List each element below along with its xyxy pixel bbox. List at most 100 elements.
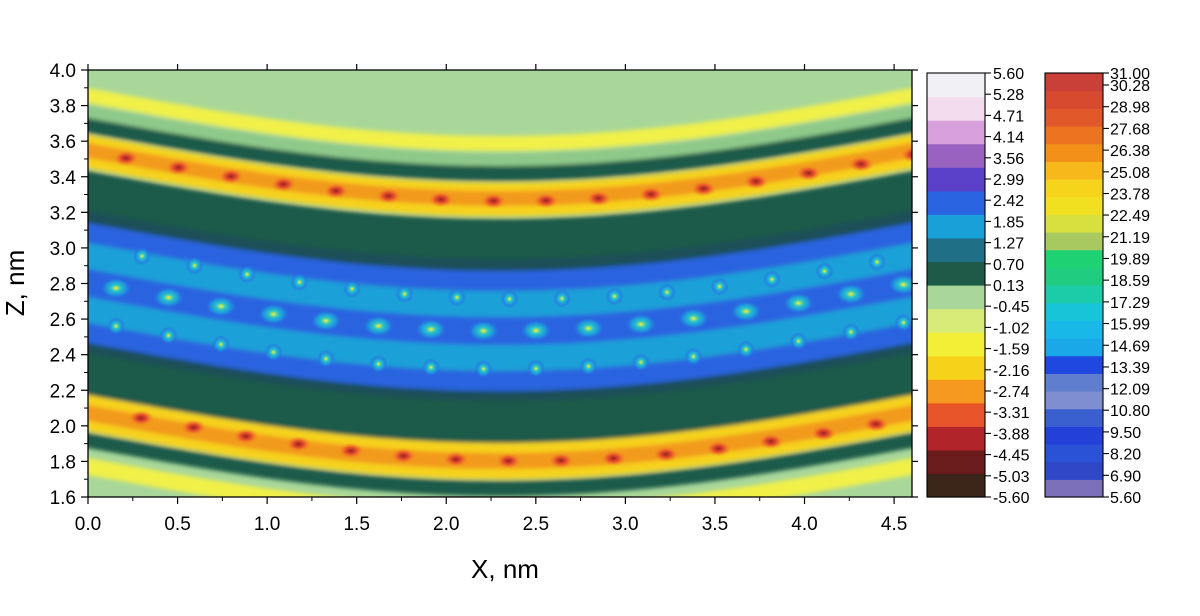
- colorbar-left-label: -3.88: [993, 426, 1030, 443]
- spot-lower: [159, 326, 178, 345]
- spot-lower: [422, 358, 440, 377]
- colorbar-left-label: -0.45: [993, 299, 1030, 316]
- colorbar-right-swatch: [1045, 214, 1103, 233]
- colorbar-left-swatch: [927, 96, 985, 121]
- spot-center: [362, 314, 395, 337]
- colorbar-right-swatch: [1045, 373, 1103, 392]
- hot-spot-bottom: [128, 410, 154, 427]
- spot-lower: [212, 335, 230, 354]
- colorbar-left-label: -5.03: [993, 469, 1030, 486]
- hot-spot-top: [848, 156, 874, 173]
- colorbar-left-swatch: [927, 143, 985, 168]
- hot-spot-top: [638, 186, 664, 203]
- colorbar-right-label: 30.28: [1110, 78, 1150, 95]
- x-tick-label: 4.5: [881, 514, 907, 535]
- hot-spot-bottom: [705, 440, 732, 457]
- hot-spot-top: [428, 191, 454, 208]
- colorbar-right-label: 6.90: [1110, 468, 1141, 485]
- colorbar-left-label: 4.14: [993, 130, 1024, 147]
- colorbar-right-label: 25.08: [1110, 165, 1150, 182]
- hot-spot-top: [165, 159, 192, 176]
- x-tick-label: 0.0: [75, 514, 101, 535]
- spot-center: [572, 317, 605, 340]
- spot-lower: [789, 332, 808, 351]
- spot-lower: [264, 343, 283, 362]
- colorbar-right-label: 19.89: [1110, 251, 1150, 268]
- spot-upper: [658, 283, 676, 302]
- colorbar-right-swatch: [1045, 461, 1103, 480]
- colorbar-right-swatch: [1045, 143, 1103, 162]
- colorbar-right-swatch: [1045, 338, 1103, 357]
- spot-center: [887, 273, 912, 296]
- y-tick-label: 1.8: [50, 452, 76, 473]
- hot-spot-top: [585, 190, 612, 207]
- colorbar-left-label: 3.56: [993, 151, 1024, 168]
- x-tick-label: 3.0: [612, 514, 638, 535]
- colorbar-left-swatch: [927, 308, 985, 333]
- colorbar-left-label: -5.60: [993, 490, 1030, 507]
- spot-lower: [369, 354, 388, 373]
- colorbar-right-label: 21.19: [1110, 230, 1150, 247]
- colorbar-left-swatch: [927, 379, 985, 404]
- colorbar-left-swatch: [927, 73, 985, 98]
- colorbar-right-label: 26.38: [1110, 143, 1150, 160]
- colorbar-right-label: 13.39: [1110, 360, 1150, 377]
- y-tick-label: 3.2: [50, 203, 76, 224]
- colorbar-right-label: 10.80: [1110, 403, 1150, 420]
- colorbar-left-label: 2.42: [993, 193, 1024, 210]
- band-yellow-bottom: [88, 394, 912, 479]
- colorbar-right-swatch: [1045, 302, 1103, 321]
- y-tick-label: 1.6: [50, 488, 76, 509]
- colorbar-right-swatch: [1045, 232, 1103, 251]
- hot-spot-top: [795, 165, 822, 182]
- colorbar-left-label: -2.16: [993, 363, 1030, 380]
- spot-center: [152, 286, 185, 309]
- spot-upper: [185, 256, 204, 275]
- hot-spot-bottom: [233, 428, 259, 445]
- spot-center: [257, 303, 290, 326]
- colorbar-left-label: 4.71: [993, 108, 1024, 125]
- spot-center: [100, 277, 132, 300]
- colorbar-right-label: 17.29: [1110, 295, 1150, 312]
- band-yellow-top-outer: [88, 87, 912, 151]
- x-tick-label: 4.0: [791, 514, 817, 535]
- hot-spot-top: [323, 182, 349, 199]
- colorbar-left: 5.60 5.28 4.71 4.14 3.56 2.99 2.42 1.85 1.27 0.70…: [926, 66, 1030, 507]
- spot-upper: [710, 277, 729, 296]
- colorbar-left-label: -3.31: [993, 405, 1030, 422]
- colorbar-right-label: 14.69: [1110, 338, 1150, 355]
- y-tick-label: 2.0: [50, 417, 76, 438]
- hot-spot-bottom: [285, 436, 312, 453]
- field-spots: [100, 146, 912, 469]
- colorbar-left-swatch: [927, 402, 985, 427]
- colorbar-right-label: 15.99: [1110, 317, 1150, 334]
- band-core-cyan: [88, 242, 912, 371]
- y-tick-label: 4.0: [50, 61, 76, 82]
- hot-spot-top: [900, 146, 912, 163]
- colorbar-right-label: 9.50: [1110, 425, 1141, 442]
- spot-lower: [317, 349, 335, 368]
- colorbar-left-label: 2.99: [993, 172, 1024, 189]
- colorbar-left-label: -1.59: [993, 342, 1030, 359]
- colorbar-right-swatch: [1045, 73, 1103, 92]
- colorbar-left-label: -2.74: [993, 384, 1030, 401]
- colorbar-left-swatch: [927, 261, 985, 286]
- colorbar-right-label: 5.60: [1110, 490, 1141, 507]
- hot-spot-bottom: [180, 419, 207, 436]
- colorbar-right-label: 18.59: [1110, 273, 1150, 290]
- colorbar-right-label: 12.09: [1110, 382, 1150, 399]
- colorbar-right-swatch: [1045, 391, 1103, 410]
- spot-center: [625, 313, 657, 336]
- colorbar-right-swatch: [1045, 408, 1103, 427]
- spot-center: [835, 283, 867, 306]
- hot-spot-bottom: [338, 442, 364, 459]
- hot-spot-top: [690, 180, 717, 197]
- colorbar-right-label: 22.49: [1110, 208, 1150, 225]
- colorbar-right-swatch: [1045, 161, 1103, 180]
- spot-center: [677, 307, 710, 330]
- colorbar-right-swatch: [1045, 267, 1103, 286]
- spot-upper: [605, 287, 624, 306]
- spot-center: [520, 319, 552, 342]
- colorbar-left-label: 5.60: [993, 66, 1024, 83]
